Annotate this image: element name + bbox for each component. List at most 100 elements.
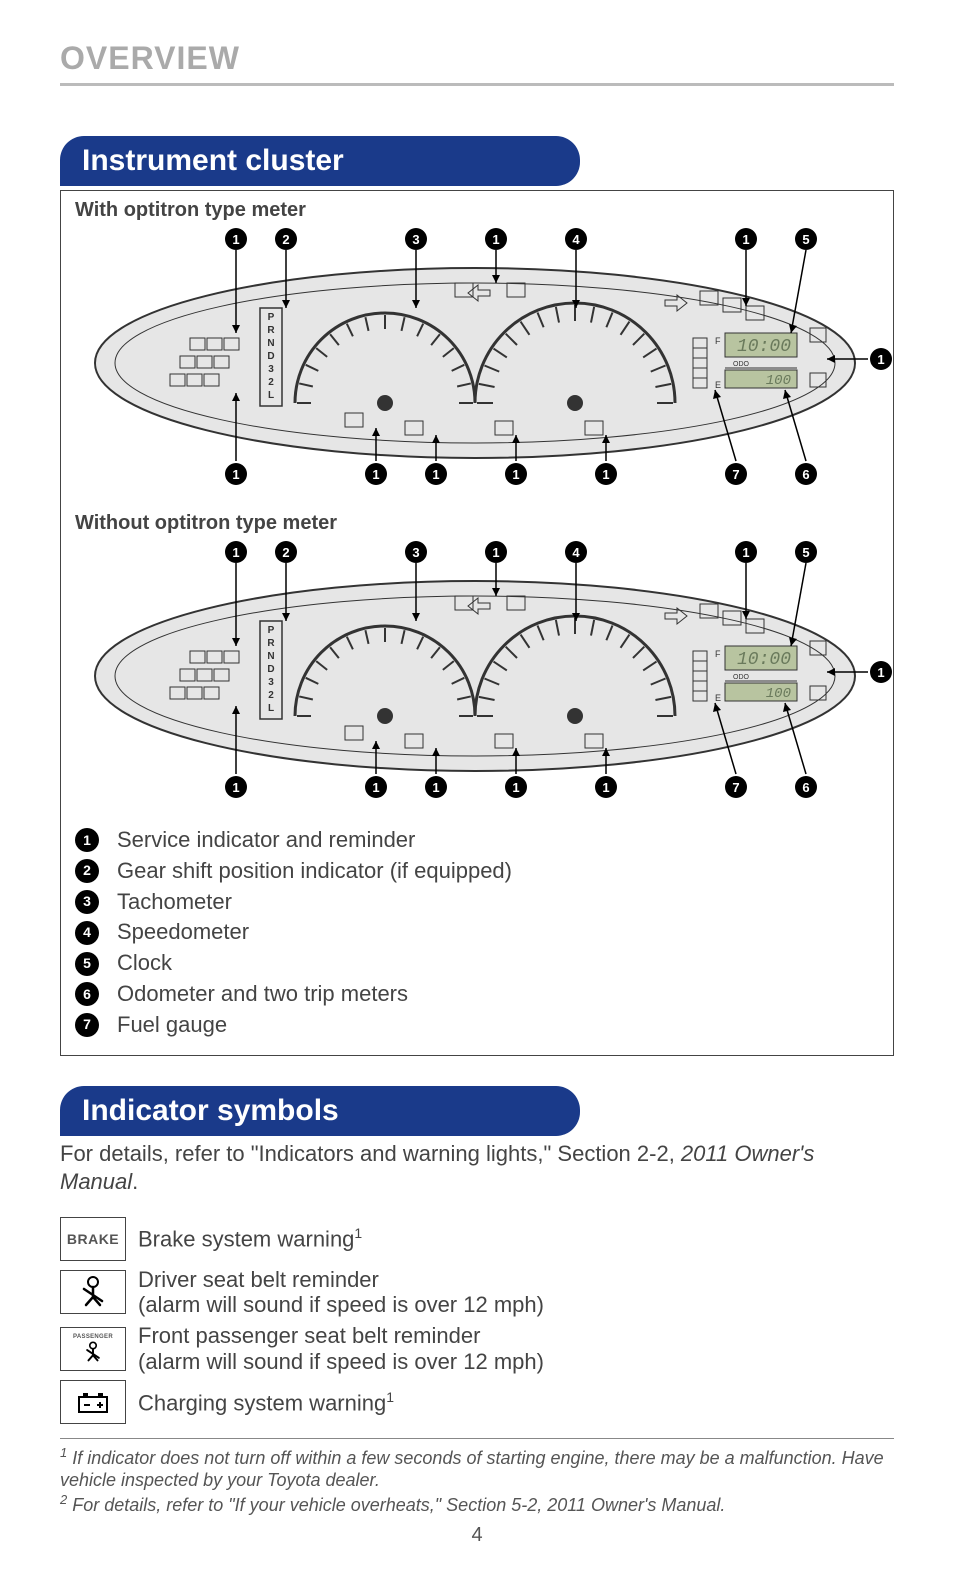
legend-label: Odometer and two trip meters xyxy=(117,979,408,1010)
legend-label: Speedometer xyxy=(117,917,249,948)
svg-text:2: 2 xyxy=(268,690,274,701)
legend-number: 2 xyxy=(75,859,99,883)
callout-number: 6 xyxy=(795,776,817,798)
callout-number: 1 xyxy=(505,776,527,798)
brake-icon: BRAKE xyxy=(60,1217,126,1261)
footnote: 1 If indicator does not turn off within … xyxy=(60,1445,894,1492)
legend-label: Service indicator and reminder xyxy=(117,825,415,856)
footnote: 2 For details, refer to "If your vehicle… xyxy=(60,1492,894,1517)
svg-text:ODO: ODO xyxy=(733,674,750,681)
svg-text:10:00: 10:00 xyxy=(737,650,791,670)
legend-number: 5 xyxy=(75,952,99,976)
page-header: OVERVIEW xyxy=(60,40,894,86)
svg-text:F: F xyxy=(715,336,721,346)
svg-text:P: P xyxy=(268,625,275,636)
callout-number: 1 xyxy=(485,228,507,250)
callout-number: 1 xyxy=(595,463,617,485)
callout-number: 2 xyxy=(275,228,297,250)
legend-list: 1 Service indicator and reminder2 Gear s… xyxy=(75,825,879,1041)
svg-text:E: E xyxy=(715,693,721,703)
callout-number: 1 xyxy=(225,541,247,563)
svg-text:R: R xyxy=(267,638,275,649)
indicator-label: Front passenger seat belt reminder(alarm… xyxy=(138,1323,544,1374)
subhead-with-optitron: With optitron type meter xyxy=(75,199,879,222)
indicator-label: Charging system warning1 xyxy=(138,1389,394,1416)
svg-text:100: 100 xyxy=(766,686,791,702)
callout-number: 2 xyxy=(275,541,297,563)
svg-text:3: 3 xyxy=(268,364,274,375)
svg-text:L: L xyxy=(268,703,274,714)
indicator-row: PASSENGER Front passenger seat belt remi… xyxy=(60,1323,894,1374)
intro-text-pre: For details, refer to "Indicators and wa… xyxy=(60,1141,681,1166)
svg-text:N: N xyxy=(267,651,274,662)
callout-number: 5 xyxy=(795,228,817,250)
svg-text:ODO: ODO xyxy=(733,361,750,368)
legend-label: Gear shift position indicator (if equipp… xyxy=(117,856,512,887)
callout-number: 1 xyxy=(365,463,387,485)
svg-text:L: L xyxy=(268,390,274,401)
indicator-table: BRAKE Brake system warning1 Driver seat … xyxy=(60,1217,894,1424)
svg-text:D: D xyxy=(267,664,274,675)
svg-text:3: 3 xyxy=(268,677,274,688)
svg-text:10:00: 10:00 xyxy=(737,337,791,357)
indicator-label: Brake system warning1 xyxy=(138,1225,362,1252)
diagram-without-optitron: PRND32L F E 10:00 ODO 100 12 xyxy=(75,541,875,801)
subhead-without-optitron: Without optitron type meter xyxy=(75,512,879,535)
callout-number: 3 xyxy=(405,541,427,563)
legend-number: 3 xyxy=(75,890,99,914)
callout-number: 1 xyxy=(485,541,507,563)
intro-text-post: . xyxy=(132,1169,138,1194)
page-number: 4 xyxy=(60,1524,894,1547)
svg-text:D: D xyxy=(267,351,274,362)
callout-number: 7 xyxy=(725,776,747,798)
indicator-label: Driver seat belt reminder(alarm will sou… xyxy=(138,1267,544,1318)
legend-label: Clock xyxy=(117,948,172,979)
indicator-intro: For details, refer to "Indicators and wa… xyxy=(60,1140,894,1197)
callout-number: 4 xyxy=(565,228,587,250)
callout-number: 1 xyxy=(870,661,892,683)
legend-number: 4 xyxy=(75,921,99,945)
callout-number: 5 xyxy=(795,541,817,563)
callout-number: 1 xyxy=(735,228,757,250)
legend-label: Fuel gauge xyxy=(117,1010,227,1041)
svg-text:100: 100 xyxy=(766,373,791,389)
passenger-icon: PASSENGER xyxy=(60,1327,126,1371)
indicator-row: Driver seat belt reminder(alarm will sou… xyxy=(60,1267,894,1318)
instrument-cluster-box: With optitron type meter PRND32L F E 10:… xyxy=(60,190,894,1056)
callout-number: 4 xyxy=(565,541,587,563)
callout-number: 1 xyxy=(225,776,247,798)
diagram-with-optitron: PRND 3 2 L F E 10:00 ODO 100 1 2 xyxy=(75,228,875,488)
callout-number: 7 xyxy=(725,463,747,485)
svg-text:N: N xyxy=(267,338,274,349)
svg-text:2: 2 xyxy=(268,377,274,388)
indicator-row: Charging system warning1 xyxy=(60,1380,894,1424)
callout-number: 1 xyxy=(870,348,892,370)
section-title-instrument-cluster: Instrument cluster xyxy=(60,136,580,186)
legend-row: 2 Gear shift position indicator (if equi… xyxy=(75,856,879,887)
legend-number: 7 xyxy=(75,1013,99,1037)
legend-label: Tachometer xyxy=(117,887,232,918)
legend-row: 3 Tachometer xyxy=(75,887,879,918)
legend-row: 7 Fuel gauge xyxy=(75,1010,879,1041)
callout-number: 1 xyxy=(425,776,447,798)
callout-number: 1 xyxy=(735,541,757,563)
callout-number: 6 xyxy=(795,463,817,485)
callout-number: 1 xyxy=(365,776,387,798)
callout-number: 1 xyxy=(595,776,617,798)
seatbelt-icon xyxy=(60,1270,126,1314)
section-title-indicator-symbols: Indicator symbols xyxy=(60,1086,580,1136)
indicator-row: BRAKE Brake system warning1 xyxy=(60,1217,894,1261)
svg-text:R: R xyxy=(267,325,275,336)
svg-text:P: P xyxy=(268,312,275,323)
legend-row: 1 Service indicator and reminder xyxy=(75,825,879,856)
callout-number: 1 xyxy=(225,228,247,250)
callout-number: 1 xyxy=(505,463,527,485)
legend-row: 4 Speedometer xyxy=(75,917,879,948)
legend-number: 1 xyxy=(75,828,99,852)
battery-icon xyxy=(60,1380,126,1424)
legend-row: 5 Clock xyxy=(75,948,879,979)
legend-number: 6 xyxy=(75,982,99,1006)
callout-number: 1 xyxy=(425,463,447,485)
svg-text:E: E xyxy=(715,380,721,390)
legend-row: 6 Odometer and two trip meters xyxy=(75,979,879,1010)
